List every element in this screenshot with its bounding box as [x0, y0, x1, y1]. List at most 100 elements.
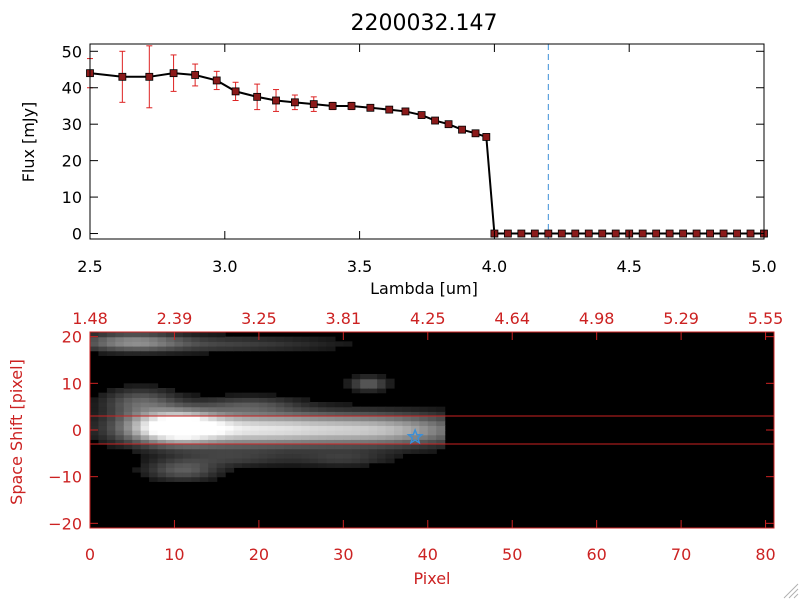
image-pixel [258, 430, 268, 436]
image-pixel [402, 411, 412, 417]
image-pixel [258, 453, 268, 459]
image-pixel [275, 458, 285, 464]
image-pixel [225, 444, 235, 450]
image-pixel [216, 397, 226, 403]
x-tick-label: 3.5 [347, 257, 372, 276]
image-pixel [301, 420, 311, 426]
image-pixel [208, 332, 218, 338]
image-pixel [233, 444, 243, 450]
image-pixel [140, 346, 150, 352]
image-pixel [166, 397, 176, 403]
image-pixel [267, 444, 277, 450]
image-pixel [275, 420, 285, 426]
image-pixel [394, 406, 404, 412]
image-pixel [360, 425, 370, 431]
image-pixel [301, 439, 311, 445]
image-pixel [334, 458, 344, 464]
image-pixel [149, 346, 159, 352]
resize-grip[interactable] [783, 583, 799, 599]
image-pixel [368, 425, 378, 431]
image-pixel [98, 392, 108, 398]
image-panel: 0 10 20 30 40 50 60 70 80 1.48 2.39 3.25 3.81 4.25 4.… [7, 309, 783, 588]
image-pixel [258, 462, 268, 468]
x-tick-label: 4.5 [616, 257, 641, 276]
image-pixel [208, 458, 218, 464]
image-pixel [402, 420, 412, 426]
image-pixel [267, 448, 277, 454]
image-pixel [242, 453, 252, 459]
image-pixel [301, 336, 311, 342]
image-pixel [199, 448, 209, 454]
image-pixel [233, 397, 243, 403]
image-pixel [368, 434, 378, 440]
image-pixel [216, 332, 226, 338]
image-pixel [149, 406, 159, 412]
image-pixel [115, 341, 125, 347]
image-pixel [208, 341, 218, 347]
image-pixel [318, 462, 328, 468]
data-point [517, 229, 526, 238]
image-pixel [199, 416, 209, 422]
image-pixel [166, 444, 176, 450]
image-pixel [157, 448, 167, 454]
image-pixel [410, 420, 420, 426]
image-pixel [166, 350, 176, 356]
image-pixel [394, 439, 404, 445]
image-pixel [199, 411, 209, 417]
image-pixel [123, 434, 133, 440]
image-pixel [191, 332, 201, 338]
image-pixel [250, 434, 260, 440]
image-pixel [419, 425, 429, 431]
image-pixel [368, 383, 378, 389]
image-pixel [318, 453, 328, 459]
image-pixel [174, 462, 184, 468]
image-pixel [149, 416, 159, 422]
image-pixel [351, 383, 361, 389]
image-pixel [98, 402, 108, 408]
image-pixel [334, 420, 344, 426]
image-pixel [98, 341, 108, 347]
image-pixel [326, 439, 336, 445]
image-pixel [410, 411, 420, 417]
image-pixel [309, 458, 319, 464]
image-pixel [284, 430, 294, 436]
image-pixel [309, 462, 319, 468]
image-pixel [250, 458, 260, 464]
image-pixel [410, 425, 420, 431]
image-pixel [267, 430, 277, 436]
image-pixel [233, 453, 243, 459]
image-pixel [208, 476, 218, 482]
image-pixel [208, 472, 218, 478]
image-pixel [98, 332, 108, 338]
image-pixel [250, 439, 260, 445]
image-pixel [216, 416, 226, 422]
image-pixel [132, 448, 142, 454]
flux-markers [86, 69, 768, 238]
image-pixel [216, 411, 226, 417]
data-point [458, 125, 466, 134]
image-pixel [140, 448, 150, 454]
image-pixel [267, 416, 277, 422]
image-pixel [182, 439, 192, 445]
image-pixel [123, 350, 133, 356]
image-pixel [326, 341, 336, 347]
image-pixel [250, 397, 260, 403]
image-pixel [208, 416, 218, 422]
image-pixel [132, 332, 142, 338]
data-point [652, 229, 661, 238]
image-pixel [301, 406, 311, 412]
data-point [571, 229, 580, 238]
image-pixel [292, 336, 302, 342]
image-pixel [182, 411, 192, 417]
image-pixel [157, 346, 167, 352]
image-pixel [140, 406, 150, 412]
image-pixel [132, 430, 142, 436]
image-pixel [368, 439, 378, 445]
y-tick-label: 0 [72, 225, 82, 244]
image-pixel [360, 453, 370, 459]
data-point [231, 87, 240, 96]
image-pixel [208, 406, 218, 412]
image-pixel [419, 448, 429, 454]
image-pixel [326, 402, 336, 408]
image-pixel [301, 462, 311, 468]
